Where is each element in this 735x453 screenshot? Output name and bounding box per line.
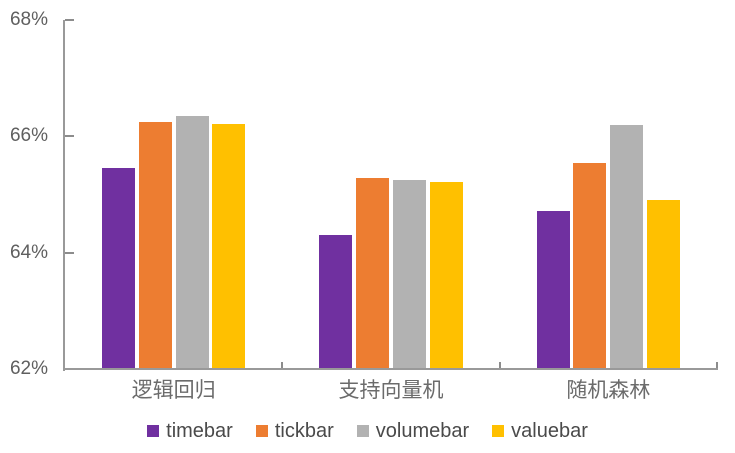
y-axis-line (63, 20, 65, 371)
y-axis-tick (65, 135, 74, 138)
y-axis-tick (65, 19, 74, 21)
legend-item-tickbar: tickbar (255, 418, 334, 444)
legend-swatch-icon (356, 425, 369, 437)
y-axis-tick (65, 251, 74, 254)
legend-swatch-icon (492, 425, 505, 437)
legend-item-volumebar: volumebar (356, 418, 470, 444)
bar-tickbar-2 (356, 178, 390, 368)
x-axis-tick (716, 362, 718, 368)
bar-tickbar-1 (138, 121, 172, 368)
bar-valuebar-1 (212, 123, 246, 368)
bar-volumebar-2 (392, 179, 426, 368)
legend-item-valuebar: valuebar (492, 418, 588, 444)
legend-swatch-icon (255, 425, 268, 437)
legend-swatch-icon (147, 425, 160, 437)
y-axis-label: 66% (9, 125, 48, 147)
x-axis-category-label: 支持向量机 (338, 379, 444, 402)
bar-volumebar-3 (610, 124, 644, 368)
y-axis-label: 64% (9, 241, 48, 263)
legend-label: tickbar (274, 420, 334, 442)
x-axis-category-label: 逻辑回归 (131, 379, 216, 402)
bar-timebar-2 (319, 235, 353, 368)
legend-label: valuebar (511, 420, 588, 442)
y-axis-label: 68% (9, 9, 48, 30)
x-axis-category-label: 随机森林 (566, 379, 651, 402)
bar-tickbar-3 (573, 162, 607, 368)
x-axis-tick (498, 362, 501, 368)
x-axis-tick (281, 362, 284, 368)
bar-valuebar-2 (429, 181, 463, 368)
legend: timebar tickbar volumebar valuebar (0, 418, 735, 444)
legend-label: volumebar (375, 420, 470, 442)
bar-volumebar-1 (175, 115, 209, 368)
legend-item-timebar: timebar (147, 418, 233, 444)
bar-timebar-3 (536, 210, 570, 368)
bar-timebar-1 (102, 168, 136, 368)
y-axis-label: 62% (9, 358, 48, 379)
legend-label: timebar (166, 420, 233, 442)
bar-valuebar-3 (646, 200, 680, 368)
x-axis-line (63, 368, 718, 370)
